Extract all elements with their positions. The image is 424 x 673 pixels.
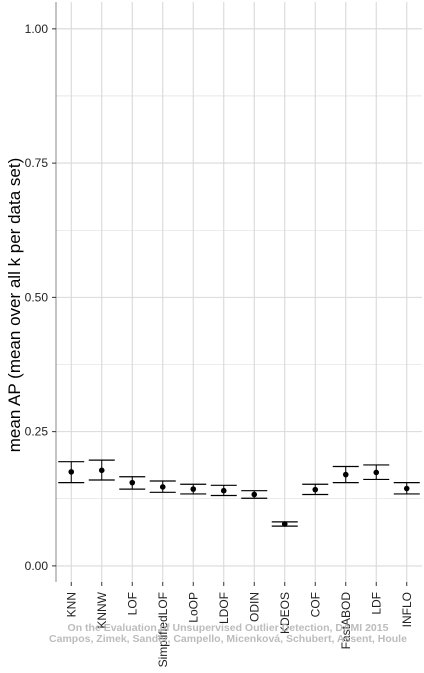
major-grid — [56, 2, 422, 582]
x-tick-label: ODIN — [247, 592, 261, 622]
y-tick-label: 0.00 — [25, 559, 49, 573]
minor-grid — [56, 95, 422, 500]
mean-point — [281, 521, 288, 527]
errorbar-fastabod — [332, 465, 359, 484]
x-axis-ticks: KNN KNNW LOF SimplifiedLOF LoOP LDOF ODIN KDEOS… — [64, 582, 414, 667]
x-tick-label: SimplifiedLOF — [156, 592, 170, 667]
mean-point — [373, 469, 380, 476]
x-tick-label: KDEOS — [278, 592, 292, 634]
mean-point — [342, 471, 349, 478]
errorbar-ldof — [210, 484, 237, 497]
errorbar-knn — [58, 461, 85, 484]
x-tick-label: FastABOD — [339, 592, 353, 650]
errorbar-knnw — [88, 459, 115, 481]
mean-point — [190, 486, 197, 492]
mean-point — [312, 486, 319, 493]
mean-point — [68, 469, 75, 475]
x-tick-label: LDOF — [217, 592, 231, 624]
mean-point — [251, 491, 258, 498]
watermark-line-1: On the Evaluation of Unsupervised Outlie… — [68, 622, 389, 634]
y-tick-label: 0.75 — [25, 156, 49, 170]
mean-point — [220, 487, 227, 494]
watermark: On the Evaluation of Unsupervised Outlie… — [49, 622, 407, 645]
errorbar-simplifiedlof — [149, 480, 176, 493]
y-tick-label: 0.25 — [25, 425, 49, 439]
errorbar-ldf — [363, 464, 390, 481]
x-tick-label: LDF — [369, 592, 383, 615]
errorbar-lof — [119, 476, 146, 490]
x-tick-label: KNN — [64, 592, 78, 617]
y-tick-label: 0.50 — [25, 290, 49, 304]
data-marks — [58, 459, 420, 527]
errorbar-inflo — [393, 482, 420, 495]
mean-point — [159, 484, 166, 490]
x-tick-label: INFLO — [400, 592, 414, 627]
x-tick-label: COF — [308, 592, 322, 617]
errorbar-kdeos — [271, 521, 298, 527]
mean-point — [403, 485, 410, 492]
mean-point — [98, 467, 105, 474]
errorbar-loop — [180, 483, 207, 495]
y-tick-label: 1.00 — [25, 22, 49, 36]
y-axis-label: mean AP (mean over all k per data set) — [5, 158, 24, 453]
watermark-line-2: Campos, Zimek, Sander, Campello, Micenko… — [49, 633, 407, 645]
errorbar-odin — [241, 490, 268, 499]
errorbar-cof — [302, 483, 329, 496]
x-tick-label: LOF — [125, 592, 139, 615]
mean-point — [129, 479, 136, 486]
x-tick-label: KNNW — [95, 591, 109, 628]
x-tick-label: LoOP — [186, 592, 200, 623]
y-axis-ticks: 0.00 0.25 0.50 0.75 1.00 — [25, 22, 56, 573]
